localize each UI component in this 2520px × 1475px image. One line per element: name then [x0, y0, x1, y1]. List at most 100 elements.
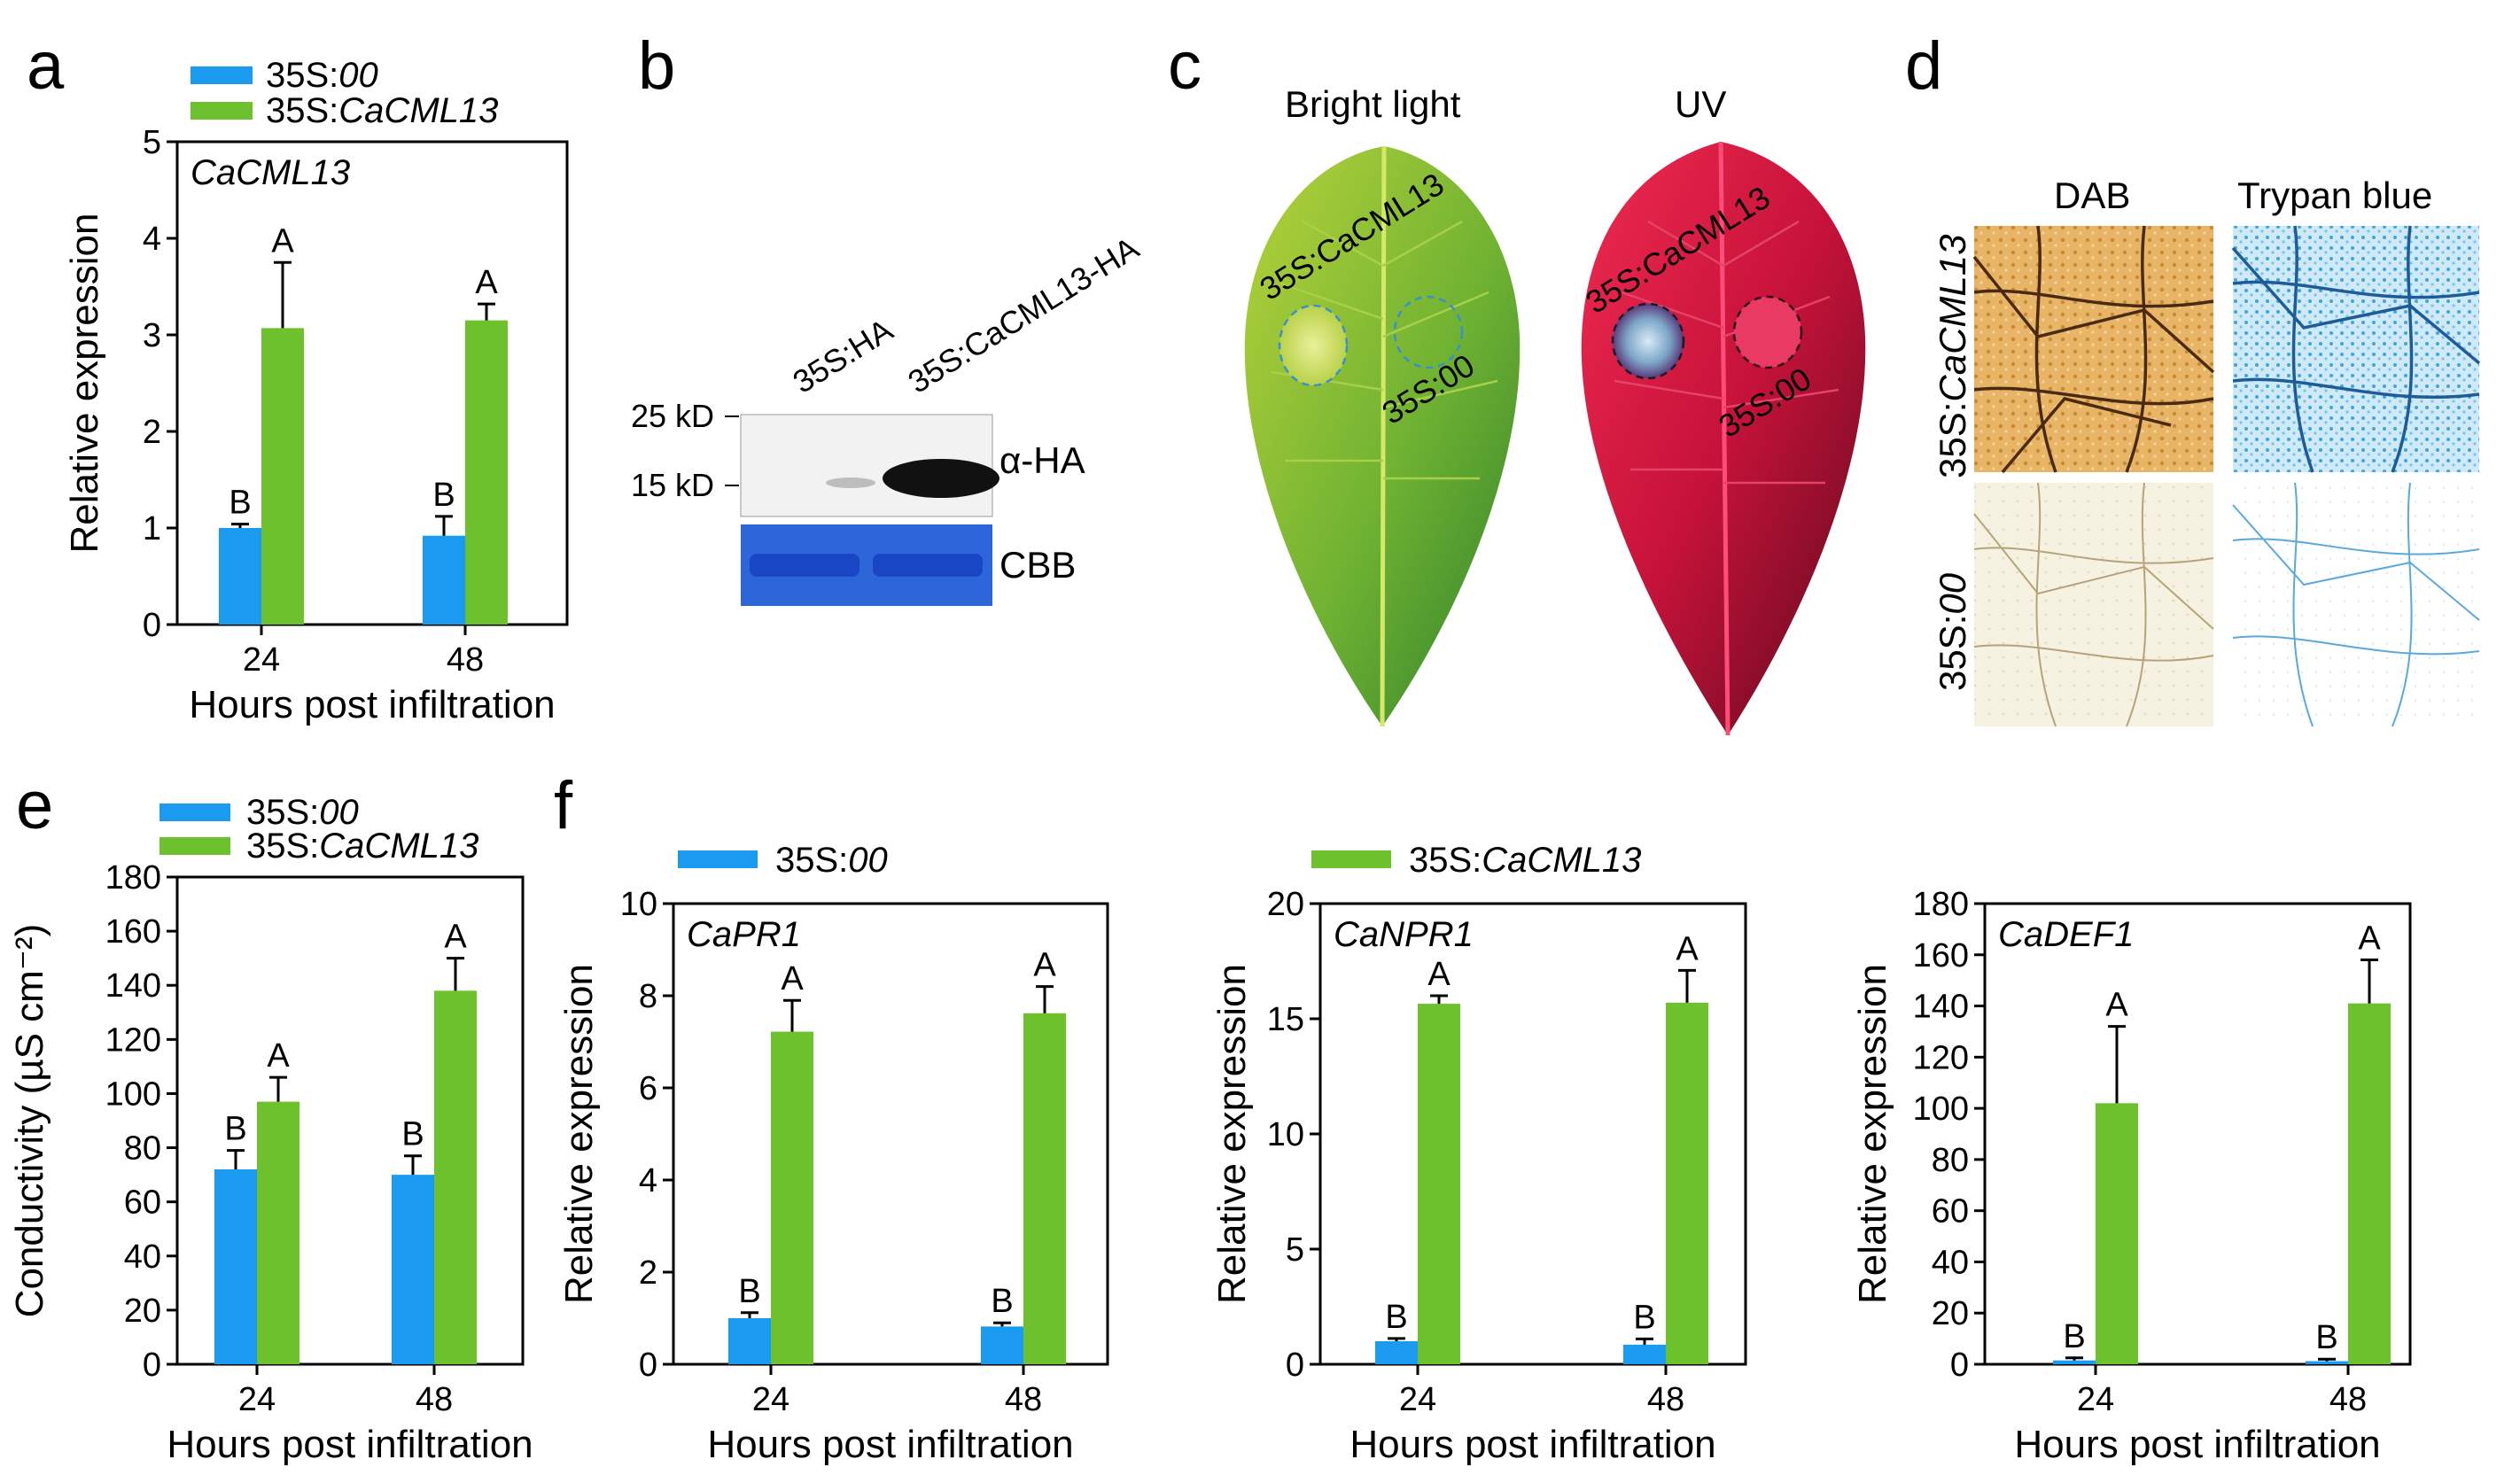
chart-e-ytick-label-5: 100 — [105, 1075, 161, 1113]
chart-f2-bar-s0-c0 — [1375, 1341, 1418, 1364]
chart-f3-ytick-label-3: 60 — [1932, 1193, 1969, 1230]
chart-f1-ytick-label-5: 10 — [620, 886, 657, 923]
chart-e-ytick-label-9: 180 — [105, 859, 161, 897]
chart-a-xtick-label-0: 24 — [243, 641, 280, 679]
legend-e: 35S:00 35S:CaCML13 — [159, 793, 478, 866]
chart-f2-sig-s0-c0: B — [1385, 1299, 1407, 1336]
chart-e-ytick-label-7: 140 — [105, 967, 161, 1005]
chart-f1-ytick-label-1: 2 — [639, 1254, 657, 1292]
chart-f2-xtick-label-1: 48 — [1647, 1381, 1684, 1418]
chart-f2-ytick-label-0: 0 — [1286, 1347, 1304, 1384]
chart-e-bar-s0-c1 — [392, 1175, 434, 1364]
chart-f3-ytick-label-0: 0 — [1950, 1347, 1969, 1384]
chart-a-ytick-label-1: 1 — [143, 510, 161, 547]
chart-f3-ytick-label-4: 80 — [1932, 1142, 1969, 1179]
chart-a-ylabel: Relative expression — [63, 213, 106, 554]
chart-f-canpr1: 0 5 10 15 20 24 48 Hours post infiltration Relat… — [1210, 886, 1747, 1466]
lane-label-cacml13-ha: 35S:CaCML13-HA — [902, 229, 1146, 400]
chart-f2-ylabel: Relative expression — [1210, 964, 1254, 1304]
chart-f3-sig-s1-c0: A — [2105, 987, 2128, 1024]
legend-a-text-treat: 35S:CaCML13 — [266, 91, 498, 130]
blot-band-strong — [883, 459, 999, 498]
chart-f1-xlabel: Hours post infiltration — [707, 1423, 1073, 1466]
chart-f3-ytick-label-5: 100 — [1913, 1091, 1969, 1128]
chart-e-bar-s1-c0 — [257, 1101, 299, 1364]
chart-f3-ytick-label-8: 160 — [1913, 937, 1969, 974]
chart-f1-bar-s1-c1 — [1023, 1013, 1066, 1364]
chart-e-sig-s0-c0: B — [224, 1111, 246, 1148]
leaf-uv: 35S:CaCML13 35S:00 — [1580, 141, 1866, 736]
antibody-label: α-HA — [999, 439, 1085, 481]
stain-row-treat: 35S:CaCML13 — [1932, 235, 1973, 479]
chart-f3-bar-s0-c0 — [2053, 1360, 2096, 1364]
chart-f1-sig-s1-c0: A — [781, 960, 804, 998]
chart-a-bar-s0-c0 — [219, 528, 261, 625]
legend-a-text-control: 35S:00 — [266, 56, 378, 95]
chart-f3-bar-s1-c0 — [2096, 1103, 2138, 1364]
chart-f3-sig-s0-c0: B — [2063, 1318, 2085, 1355]
chart-e-xlabel: Hours post infiltration — [167, 1423, 533, 1466]
marker-15kd: 15 kD — [631, 467, 714, 503]
cbb-band-2 — [873, 554, 983, 577]
chart-a-bar-s1-c1 — [465, 320, 508, 625]
chart-f1-ylabel: Relative expression — [557, 964, 601, 1304]
chart-a-gene-label: CaCML13 — [191, 153, 350, 192]
leaf-title-bright: Bright light — [1285, 83, 1461, 125]
chart-f3-gene-label: CaDEF1 — [1998, 915, 2134, 954]
leaf-panel: Bright light UV 35S:CaCML13 35S:00 35S:C… — [1244, 83, 1866, 736]
chart-f3-xtick-label-1: 48 — [2329, 1381, 2367, 1418]
chart-e-sig-s1-c0: A — [267, 1037, 290, 1075]
leaf-bright-spot-control — [1393, 295, 1464, 369]
chart-f1-xtick-label-1: 48 — [1005, 1381, 1042, 1418]
lane-label-ha: 35S:HA — [787, 311, 899, 400]
chart-e-xtick-label-0: 24 — [238, 1381, 276, 1418]
chart-f1-xtick-label-0: 24 — [752, 1381, 789, 1418]
chart-f1-ytick-label-4: 8 — [639, 978, 657, 1015]
chart-f3-xtick-label-0: 24 — [2077, 1381, 2114, 1418]
legend-f-swatch-treat — [1311, 850, 1391, 868]
chart-f3-sig-s1-c1: A — [2358, 920, 2381, 958]
chart-f1-sig-s1-c1: A — [1033, 947, 1056, 984]
marker-25kd: 25 kD — [631, 398, 714, 434]
leaf-bright-light: 35S:CaCML13 35S:00 — [1244, 145, 1521, 727]
stain-trypan-control — [2232, 482, 2480, 727]
stain-trypan-treat — [2231, 225, 2481, 473]
legend-f-swatch-control — [678, 850, 758, 868]
chart-f2-bar-s0-c1 — [1623, 1344, 1666, 1364]
chart-f3-xlabel: Hours post infiltration — [2014, 1423, 2380, 1466]
chart-f2-xtick-label-0: 24 — [1399, 1381, 1436, 1418]
staining-panel: DAB Trypan blue 35S:CaCML13 35S:00 — [1932, 175, 2481, 727]
chart-f1-sig-s0-c0: B — [738, 1273, 760, 1310]
chart-f3-ylabel: Relative expression — [1851, 964, 1894, 1304]
chart-f3-ytick-label-6: 120 — [1913, 1039, 1969, 1076]
chart-f3-ytick-label-9: 180 — [1913, 886, 1969, 923]
leaf-title-uv: UV — [1675, 83, 1726, 125]
chart-f1-frame — [672, 902, 1109, 1366]
chart-e-ytick-label-3: 60 — [124, 1184, 161, 1222]
western-blot: 35S:HA 35S:CaCML13-HA 25 kD 15 kD α-HA C… — [631, 229, 1145, 606]
chart-f2-ytick-label-1: 5 — [1286, 1231, 1304, 1269]
chart-f1-ytick-label-0: 0 — [639, 1347, 657, 1384]
legend-f-text-control: 35S:00 — [775, 841, 888, 880]
legend-e-text-treat: 35S:CaCML13 — [246, 827, 478, 866]
chart-a-sig-s1-c1: A — [475, 264, 498, 301]
chart-f2-sig-s0-c1: B — [1633, 1299, 1655, 1336]
chart-a-xtick-label-1: 48 — [447, 641, 484, 679]
chart-a-xlabel: Hours post infiltration — [189, 683, 555, 726]
chart-f1-ytick-label-3: 6 — [639, 1070, 657, 1107]
chart-f1-bar-s0-c0 — [728, 1318, 771, 1364]
legend-f-text-treat: 35S:CaCML13 — [1409, 841, 1641, 880]
blot-band-faint — [826, 477, 875, 488]
chart-a-sig-s0-c0: B — [229, 485, 251, 522]
legend-a-swatch-treat — [191, 102, 253, 120]
chart-e-conductivity: 0 20 40 60 80 100 120 140 160 180 24 48 Hours post i… — [8, 859, 533, 1466]
legend-a-swatch-control — [191, 66, 253, 84]
chart-e-ytick-label-0: 0 — [143, 1347, 161, 1384]
chart-a-ytick-label-0: 0 — [143, 607, 161, 644]
chart-e-ytick-label-4: 80 — [124, 1130, 161, 1168]
chart-a-ytick-label-4: 4 — [143, 221, 161, 258]
chart-a-bar-s1-c0 — [261, 328, 304, 625]
chart-f2-sig-s1-c1: A — [1676, 930, 1699, 967]
chart-f2-gene-label: CaNPR1 — [1334, 915, 1474, 954]
